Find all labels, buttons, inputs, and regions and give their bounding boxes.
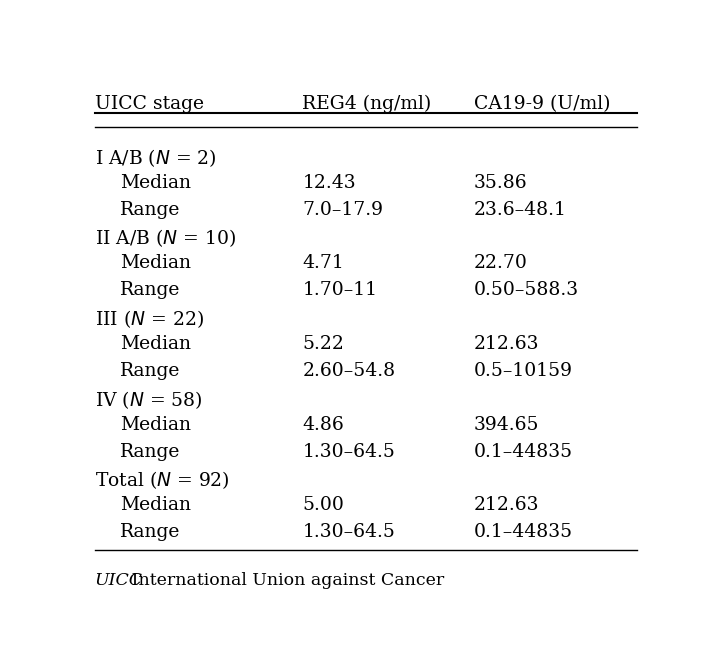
Text: Median: Median bbox=[120, 496, 191, 514]
Text: 0.1–44835: 0.1–44835 bbox=[474, 523, 573, 541]
Text: IV ($\mathit{N}$ = 58): IV ($\mathit{N}$ = 58) bbox=[95, 389, 202, 411]
Text: 394.65: 394.65 bbox=[474, 416, 539, 434]
Text: 23.6–48.1: 23.6–48.1 bbox=[474, 201, 567, 219]
Text: REG4 (ng/ml): REG4 (ng/ml) bbox=[302, 95, 431, 114]
Text: I A/B ($\mathit{N}$ = 2): I A/B ($\mathit{N}$ = 2) bbox=[95, 147, 216, 169]
Text: Range: Range bbox=[120, 201, 180, 219]
Text: UICC: UICC bbox=[95, 573, 143, 589]
Text: UICC stage: UICC stage bbox=[95, 95, 203, 113]
Text: Median: Median bbox=[120, 174, 191, 192]
Text: III ($\mathit{N}$ = 22): III ($\mathit{N}$ = 22) bbox=[95, 309, 203, 330]
Text: International Union against Cancer: International Union against Cancer bbox=[126, 573, 445, 589]
Text: 22.70: 22.70 bbox=[474, 255, 528, 273]
Text: 4.71: 4.71 bbox=[302, 255, 344, 273]
Text: 2.60–54.8: 2.60–54.8 bbox=[302, 362, 396, 380]
Text: Total ($\mathit{N}$ = 92): Total ($\mathit{N}$ = 92) bbox=[95, 469, 230, 491]
Text: 0.5–10159: 0.5–10159 bbox=[474, 362, 573, 380]
Text: 212.63: 212.63 bbox=[474, 335, 539, 353]
Text: 4.86: 4.86 bbox=[302, 416, 344, 434]
Text: Range: Range bbox=[120, 362, 180, 380]
Text: Range: Range bbox=[120, 443, 180, 461]
Text: Median: Median bbox=[120, 255, 191, 273]
Text: 5.22: 5.22 bbox=[302, 335, 344, 353]
Text: II A/B ($\mathit{N}$ = 10): II A/B ($\mathit{N}$ = 10) bbox=[95, 227, 236, 249]
Text: Median: Median bbox=[120, 416, 191, 434]
Text: 212.63: 212.63 bbox=[474, 496, 539, 514]
Text: 1.30–64.5: 1.30–64.5 bbox=[302, 523, 395, 541]
Text: Range: Range bbox=[120, 523, 180, 541]
Text: 35.86: 35.86 bbox=[474, 174, 528, 192]
Text: 7.0–17.9: 7.0–17.9 bbox=[302, 201, 383, 219]
Text: Range: Range bbox=[120, 281, 180, 299]
Text: 1.70–11: 1.70–11 bbox=[302, 281, 377, 299]
Text: 5.00: 5.00 bbox=[302, 496, 344, 514]
Text: Median: Median bbox=[120, 335, 191, 353]
Text: 1.30–64.5: 1.30–64.5 bbox=[302, 443, 395, 461]
Text: 0.50–588.3: 0.50–588.3 bbox=[474, 281, 579, 299]
Text: 12.43: 12.43 bbox=[302, 174, 356, 192]
Text: 0.1–44835: 0.1–44835 bbox=[474, 443, 573, 461]
Text: CA19-9 (U/ml): CA19-9 (U/ml) bbox=[474, 95, 610, 113]
